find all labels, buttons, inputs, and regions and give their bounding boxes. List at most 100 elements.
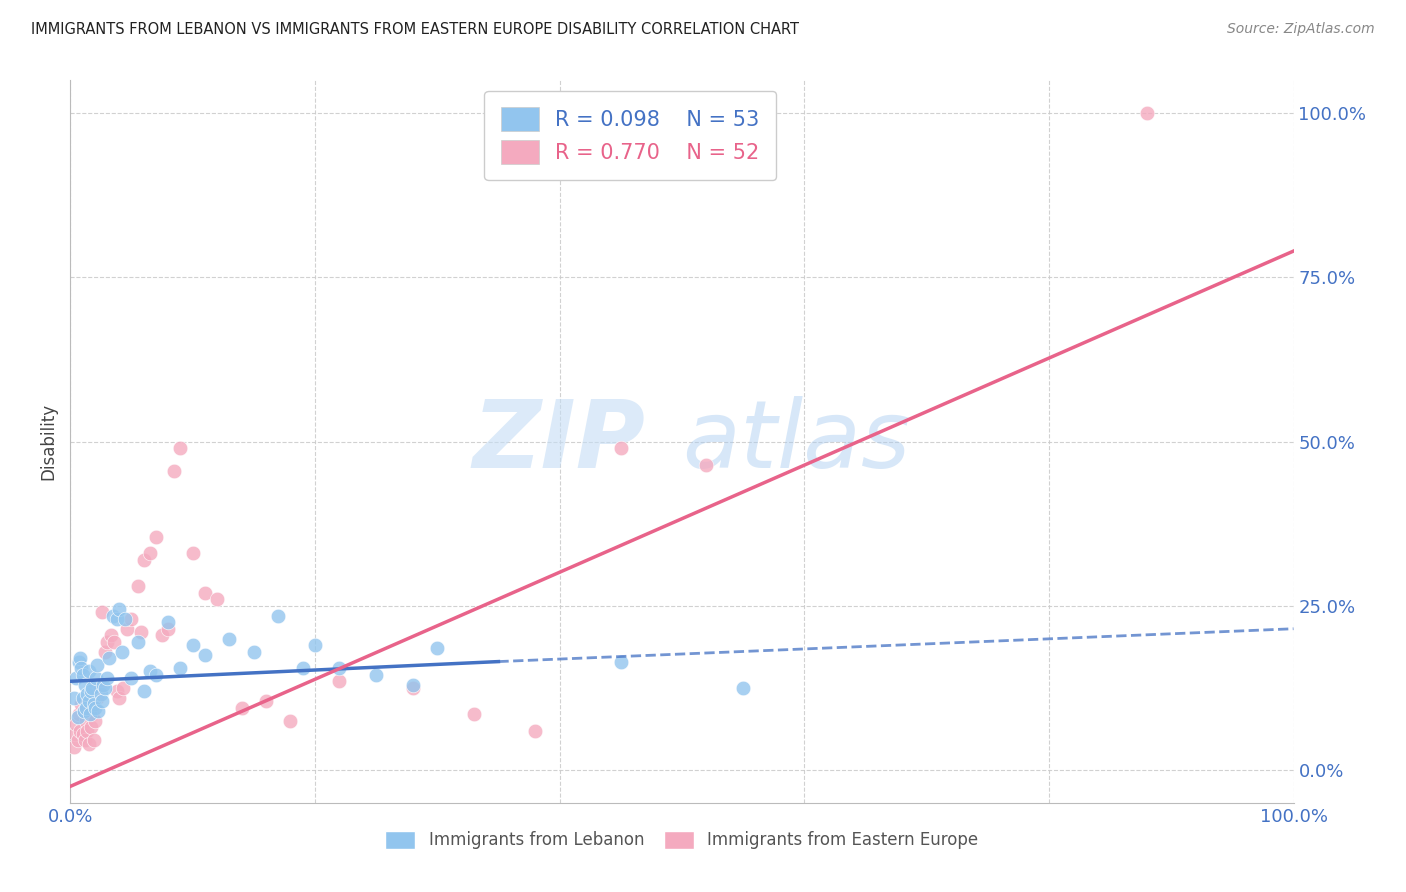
Point [70, 698, 93, 712]
Point [231, 700, 253, 714]
Point [169, 661, 191, 675]
Point [115, 622, 138, 636]
Point [105, 612, 128, 626]
Point [66, 710, 89, 724]
Point [610, 655, 633, 669]
Point [108, 602, 131, 616]
Point [66, 733, 89, 747]
Point [93, 645, 115, 659]
Point [145, 667, 167, 681]
Point [610, 441, 633, 455]
Point [63, 727, 86, 741]
Point [139, 546, 162, 560]
Point [426, 641, 449, 656]
Point [291, 661, 314, 675]
Point [83, 698, 105, 712]
Point [402, 677, 425, 691]
Point [77, 737, 100, 751]
Point [132, 684, 155, 698]
Point [108, 690, 131, 705]
Point [304, 638, 326, 652]
Point [65, 671, 87, 685]
Point [73, 733, 96, 747]
Point [79, 700, 101, 714]
Point [63, 690, 86, 705]
Y-axis label: Disability: Disability [39, 403, 58, 480]
Point [96, 635, 118, 649]
Point [80, 720, 103, 734]
Point [75, 714, 97, 728]
Point [366, 667, 388, 681]
Point [80, 684, 103, 698]
Text: ZIP: ZIP [472, 395, 645, 488]
Point [105, 684, 128, 698]
Point [65, 717, 87, 731]
Point [91, 677, 114, 691]
Point [695, 458, 717, 472]
Point [86, 657, 108, 672]
Point [69, 651, 91, 665]
Point [89, 681, 111, 695]
Point [157, 622, 180, 636]
Point [267, 608, 290, 623]
Point [72, 690, 94, 705]
Point [82, 681, 104, 695]
Point [83, 714, 105, 728]
Text: atlas: atlas [682, 396, 910, 487]
Point [73, 704, 96, 718]
Point [218, 632, 240, 646]
Point [72, 667, 94, 681]
Point [328, 661, 350, 675]
Point [79, 707, 101, 722]
Point [70, 661, 93, 675]
Text: Source: ZipAtlas.com: Source: ZipAtlas.com [1227, 22, 1375, 37]
Text: IMMIGRANTS FROM LEBANON VS IMMIGRANTS FROM EASTERN EUROPE DISABILITY CORRELATION: IMMIGRANTS FROM LEBANON VS IMMIGRANTS FR… [31, 22, 799, 37]
Point [194, 648, 217, 662]
Point [1136, 106, 1159, 120]
Point [524, 723, 547, 738]
Point [77, 665, 100, 679]
Point [181, 638, 204, 652]
Point [121, 671, 143, 685]
Point [111, 645, 134, 659]
Point [93, 681, 115, 695]
Point [103, 635, 125, 649]
Point [328, 674, 350, 689]
Point [254, 694, 277, 708]
Point [63, 739, 86, 754]
Point [86, 690, 108, 705]
Point [169, 441, 191, 455]
Point [150, 628, 173, 642]
Point [77, 694, 100, 708]
Point [87, 704, 110, 718]
Point [243, 645, 266, 659]
Point [73, 677, 96, 691]
Point [91, 605, 114, 619]
Point [98, 651, 121, 665]
Point [76, 723, 98, 738]
Point [114, 612, 136, 626]
Point [83, 700, 105, 714]
Point [83, 733, 105, 747]
Point [91, 694, 114, 708]
Point [145, 530, 167, 544]
Legend: Immigrants from Lebanon, Immigrants from Eastern Europe: Immigrants from Lebanon, Immigrants from… [378, 824, 986, 856]
Point [157, 615, 180, 630]
Point [69, 723, 91, 738]
Point [76, 687, 98, 701]
Point [132, 553, 155, 567]
Point [163, 464, 186, 478]
Point [280, 714, 302, 728]
Point [82, 707, 104, 722]
Point [181, 546, 204, 560]
Point [194, 585, 217, 599]
Point [205, 592, 228, 607]
Point [90, 687, 112, 701]
Point [67, 655, 90, 669]
Point [75, 700, 97, 714]
Point [127, 635, 149, 649]
Point [139, 665, 162, 679]
Point [96, 671, 118, 685]
Point [101, 608, 124, 623]
Point [127, 579, 149, 593]
